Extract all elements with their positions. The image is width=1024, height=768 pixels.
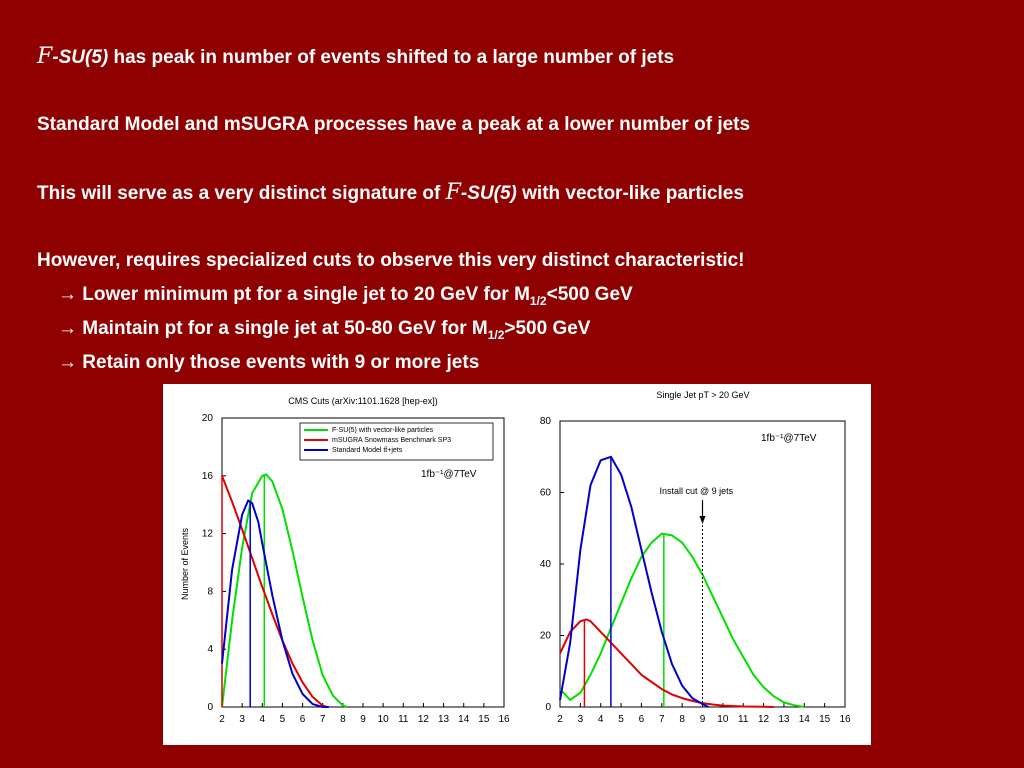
bullet-line-2: Standard Model and mSUGRA processes have… — [37, 114, 751, 135]
fsu-label: F-SU(5) — [445, 180, 517, 205]
y-tick-label: 4 — [207, 644, 213, 655]
line1-text: has peak in number of events shifted to … — [108, 47, 675, 68]
x-tick-label: 14 — [799, 714, 811, 725]
chart-2: 2 3 4 5 6 7 8 9 10 11 12 13 14 15 16 0 20 40 60 80 Single Je… — [540, 390, 851, 725]
legend-entry: Standard Model tt̄+jets — [332, 446, 403, 454]
x-tick-label: 16 — [498, 714, 510, 725]
y-tick-label: 16 — [202, 471, 214, 482]
luminosity-annotation: 1fb⁻¹@7TeV — [421, 469, 477, 480]
sub-bullet-2-tail: >500 GeV — [504, 318, 591, 339]
x-tick-label: 7 — [659, 714, 665, 725]
x-tick-label: 4 — [260, 714, 266, 725]
legend-entry: F-SU(5) with vector-like particles — [332, 427, 434, 434]
x-tick-label: 13 — [438, 714, 450, 725]
x-tick-label: 12 — [418, 714, 430, 725]
series-line-2 — [221, 475, 328, 708]
x-tick-label: 3 — [578, 714, 584, 725]
series-line-3 — [559, 455, 710, 708]
chart-title: Single Jet pT > 20 GeV — [656, 390, 749, 400]
y-axis-label: Number of Events — [180, 527, 190, 600]
sub-bullet-2-text: → Maintain pt for a single jet at 50-80 … — [58, 318, 488, 339]
cut-label: Install cut @ 9 jets — [660, 486, 734, 496]
y-tick-label: 12 — [202, 529, 214, 540]
bullet-line-1: F-SU(5) has peak in number of events shi… — [37, 44, 674, 69]
subscript: 1/2 — [529, 293, 547, 308]
x-tick-label: 11 — [738, 714, 749, 725]
series-line-1 — [559, 532, 805, 708]
x-tick-label: 3 — [239, 714, 245, 725]
subscript: 1/2 — [487, 327, 505, 342]
x-tick-label: 6 — [639, 714, 645, 725]
x-tick-label: 9 — [360, 714, 366, 725]
y-tick-label: 20 — [540, 631, 552, 642]
x-tick-label: 8 — [340, 714, 346, 725]
series-line-1 — [221, 473, 348, 708]
sub-bullet-1-text: → Lower minimum pt for a single jet to 2… — [58, 284, 530, 305]
y-tick-label: 80 — [540, 416, 552, 427]
fsu-text: -SU(5) — [460, 183, 517, 204]
cut-arrow-head — [699, 516, 706, 524]
sub-bullet-3: → Retain only those events with 9 or mor… — [58, 352, 480, 373]
y-tick-label: 60 — [540, 488, 552, 499]
line3-post-text: with vector-like particles — [516, 183, 744, 204]
y-tick-label: 40 — [540, 559, 552, 570]
x-tick-label: 5 — [618, 714, 624, 725]
x-tick-label: 9 — [700, 714, 706, 725]
chart-title: CMS Cuts (arXiv:1101.1628 [hep-ex]) — [288, 396, 437, 406]
x-tick-label: 12 — [758, 714, 770, 725]
x-tick-label: 15 — [478, 714, 490, 725]
legend-entry: mSUGRA Snowmass Benchmark SP3 — [332, 437, 451, 444]
legend-box — [299, 422, 494, 461]
x-tick-label: 6 — [300, 714, 306, 725]
x-tick-label: 2 — [219, 714, 225, 725]
x-tick-label: 4 — [598, 714, 604, 725]
fsu-text: -SU(5) — [52, 47, 109, 68]
x-tick-label: 10 — [717, 714, 729, 725]
sub-bullet-1-tail: <500 GeV — [546, 284, 633, 305]
line3-pre-text: This will serve as a very distinct signa… — [37, 183, 446, 204]
luminosity-annotation: 1fb⁻¹@7TeV — [761, 433, 817, 444]
sub-bullet-1: → Lower minimum pt for a single jet to 2… — [58, 284, 633, 308]
x-tick-label: 15 — [819, 714, 831, 725]
bullet-line-4: However, requires specialized cuts to ob… — [37, 250, 745, 271]
plot-frame — [559, 420, 846, 708]
y-tick-label: 8 — [207, 586, 213, 597]
x-tick-label: 10 — [378, 714, 390, 725]
y-tick-label: 0 — [207, 702, 213, 713]
x-tick-label: 5 — [280, 714, 286, 725]
fsu-label: F-SU(5) — [37, 44, 109, 69]
y-tick-label: 0 — [545, 702, 551, 713]
x-tick-label: 7 — [320, 714, 326, 725]
series-line-2 — [559, 618, 774, 708]
script-f-glyph: F — [445, 180, 461, 205]
chart-1: 2 3 4 5 6 7 8 9 10 11 12 13 14 15 16 0 4 8 12 16 20 CMS Cuts … — [180, 396, 510, 725]
sub-bullet-2: → Maintain pt for a single jet at 50-80 … — [58, 318, 590, 342]
y-tick-label: 20 — [202, 413, 214, 424]
series-line-3 — [221, 499, 329, 708]
script-f-glyph: F — [37, 44, 53, 69]
x-tick-label: 14 — [458, 714, 470, 725]
figure-panel: 2 3 4 5 6 7 8 9 10 11 12 13 14 15 16 0 4 8 12 16 20 CMS Cuts … — [163, 384, 871, 745]
x-tick-label: 8 — [679, 714, 685, 725]
x-tick-label: 13 — [778, 714, 790, 725]
x-tick-label: 11 — [398, 714, 409, 725]
x-tick-label: 16 — [839, 714, 851, 725]
x-tick-label: 2 — [557, 714, 563, 725]
bullet-line-3: This will serve as a very distinct signa… — [37, 180, 744, 205]
